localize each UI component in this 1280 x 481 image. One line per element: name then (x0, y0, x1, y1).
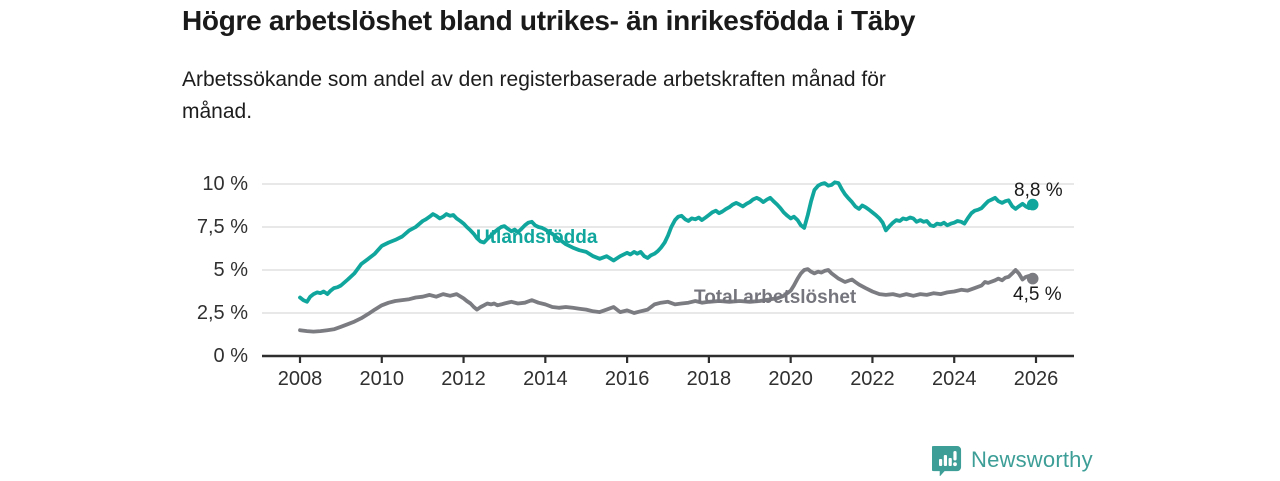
chart-subtitle: Arbetssökande som andel av den registerb… (182, 64, 1082, 128)
x-tick-label: 2020 (768, 368, 813, 390)
y-tick-label: 2,5 % (196, 302, 248, 324)
x-tick-label: 2018 (686, 368, 732, 390)
x-tick-label: 2008 (277, 368, 323, 390)
x-tick-label: 2016 (604, 368, 650, 390)
end-value-label-utlandsfodda: 8,8 % (1014, 180, 1063, 201)
x-tick-label: 2024 (931, 368, 977, 390)
x-tick-label: 2022 (850, 368, 895, 390)
newsworthy-logo-icon (930, 444, 962, 477)
y-tick-label: 7,5 % (196, 216, 248, 238)
brand-name: Newsworthy (971, 447, 1093, 472)
end-value-label-total: 4,5 % (1013, 284, 1062, 305)
x-tick-label: 2012 (441, 368, 486, 390)
x-tick-label: 2026 (1013, 368, 1059, 390)
chart-subtitle-line-2: månad. (182, 100, 253, 123)
x-tick-label: 2014 (523, 368, 568, 390)
series-label-utlandsfodda: Utlandsfödda (476, 227, 598, 248)
series-line (298, 180, 1035, 304)
y-tick-label: 0 % (213, 345, 248, 367)
series-end-dot (1026, 198, 1039, 211)
chart-title: Högre arbetslöshet bland utrikes- än inr… (182, 5, 916, 36)
chart-subtitle-line-1: Arbetssökande som andel av den registerb… (182, 68, 886, 91)
brand-footer: Newsworthy (930, 444, 1093, 477)
y-tick-label: 5 % (213, 259, 248, 281)
x-tick-label: 2010 (359, 368, 405, 390)
series-line (298, 267, 1035, 334)
series-end-dot (1026, 272, 1039, 285)
y-tick-label: 10 % (202, 173, 248, 195)
series-label-total-arbetsloshet: Total arbetslöshet (694, 287, 857, 308)
